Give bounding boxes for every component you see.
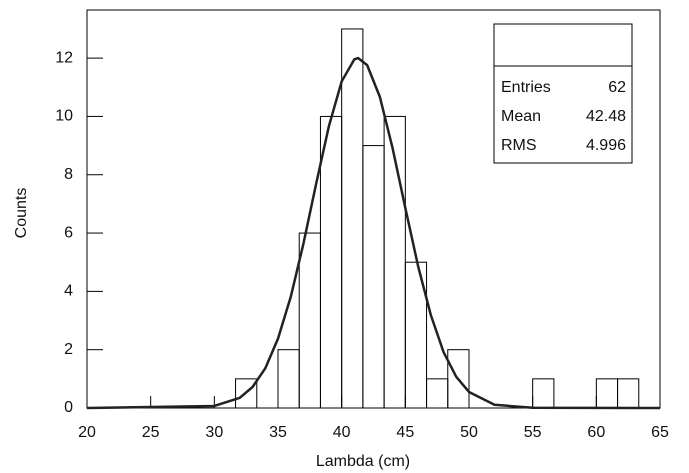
x-tick-label: 65 xyxy=(651,424,669,441)
y-tick-label: 6 xyxy=(64,224,73,241)
x-tick-label: 35 xyxy=(269,424,287,441)
bar xyxy=(447,349,470,409)
stats-label: Entries xyxy=(501,79,551,96)
stats-value: 62 xyxy=(608,79,626,96)
y-tick-label: 4 xyxy=(64,283,73,300)
stats-label: Mean xyxy=(501,108,541,125)
x-tick-label: 40 xyxy=(333,424,351,441)
fit-curve xyxy=(86,56,661,410)
y-axis-label: Counts xyxy=(13,188,30,239)
stats-label: RMS xyxy=(501,137,537,154)
bar xyxy=(235,378,258,409)
bar xyxy=(532,378,555,409)
x-tick-label: 50 xyxy=(460,424,478,441)
stats-value: 4.996 xyxy=(586,137,626,154)
x-tick-label: 25 xyxy=(142,424,160,441)
x-tick-label: 30 xyxy=(205,424,223,441)
x-axis-label: Lambda (cm) xyxy=(316,453,410,470)
bar xyxy=(617,378,640,409)
y-tick-label: 2 xyxy=(64,341,73,358)
x-tick-label: 60 xyxy=(587,424,605,441)
bar xyxy=(426,378,449,409)
bar xyxy=(404,261,428,409)
y-tick-label: 8 xyxy=(64,166,73,183)
x-tick-label: 45 xyxy=(396,424,414,441)
y-tick-label: 10 xyxy=(55,108,73,125)
x-tick-label: 55 xyxy=(524,424,542,441)
y-tick-label: 12 xyxy=(55,49,73,66)
bar xyxy=(319,115,343,409)
y-tick-label: 0 xyxy=(64,399,73,416)
stats-value: 42.48 xyxy=(586,108,626,125)
bar xyxy=(277,349,300,409)
bar xyxy=(362,145,385,409)
bar xyxy=(595,378,619,409)
x-tick-label: 20 xyxy=(78,424,96,441)
bar xyxy=(341,28,364,409)
bar xyxy=(298,232,321,409)
stats-box xyxy=(493,23,633,164)
